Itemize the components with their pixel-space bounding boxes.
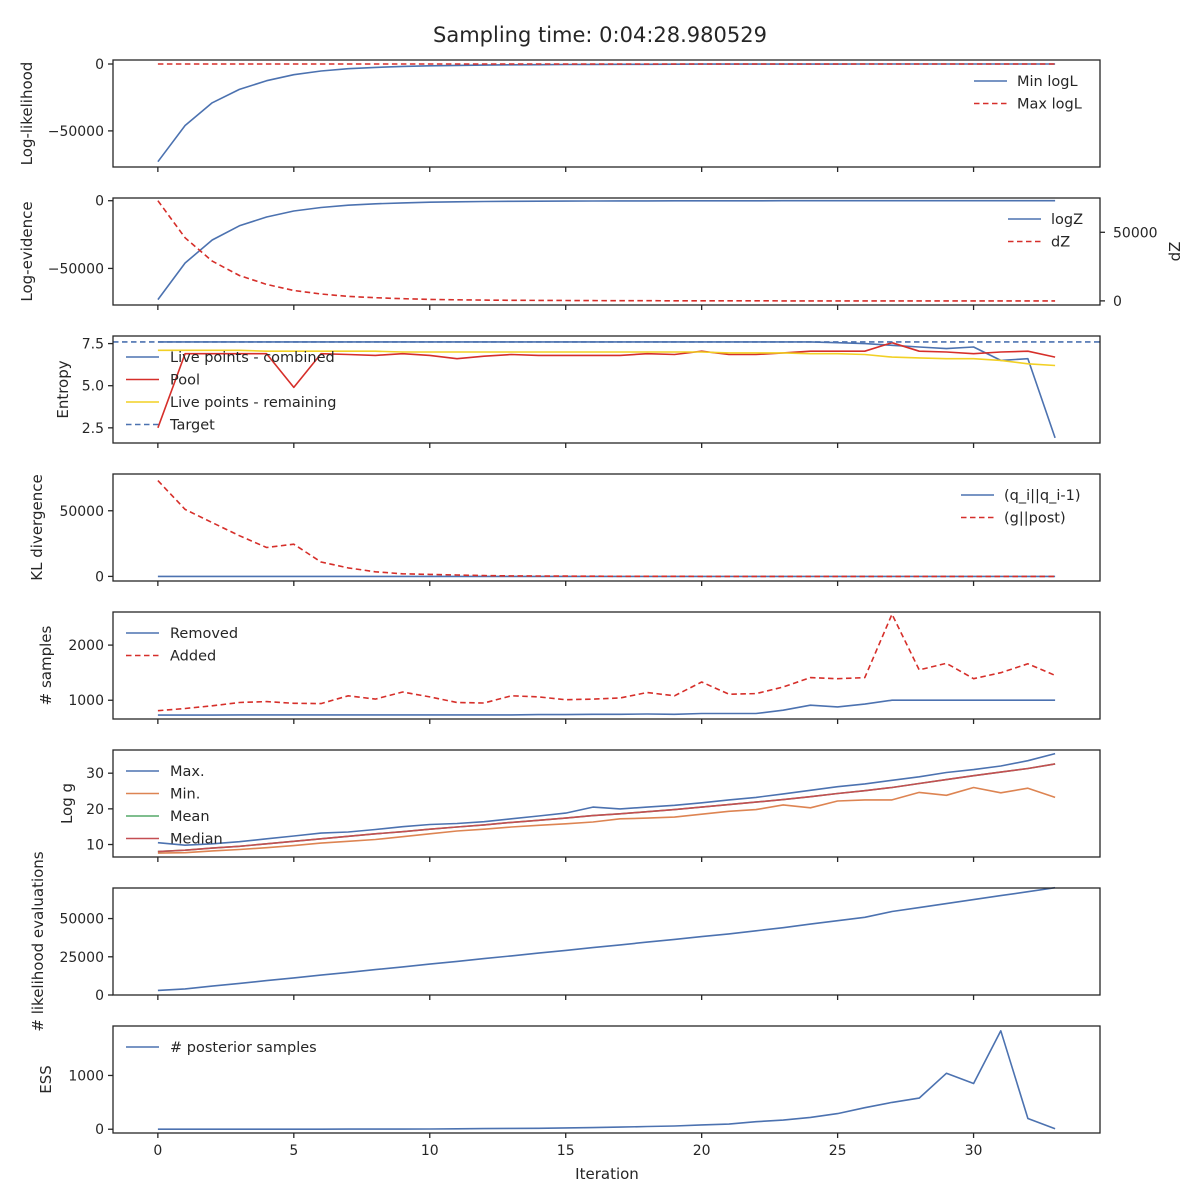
x-axis-label: Iteration	[575, 1165, 639, 1183]
legend-label: Min logL	[1017, 74, 1078, 90]
series-line	[157, 349, 1056, 367]
legend: logZ dZ	[1008, 212, 1083, 251]
series-line	[157, 763, 1056, 853]
y-tick-label: 5.0	[82, 379, 104, 395]
y-axis-label: ESS	[37, 1065, 55, 1094]
axes-frame	[112, 887, 1101, 996]
y-tick-label: 10	[86, 838, 104, 854]
y-tick-label: 2000	[68, 638, 104, 654]
panel-5: 2000 1000 # samples Removed Added	[37, 611, 1101, 724]
panel-7: 50000 25000 0 # likelihood evaluations	[29, 851, 1101, 1032]
y-axis-label: # likelihood evaluations	[29, 851, 47, 1031]
y-tick-label: 2.5	[82, 421, 104, 437]
legend-label: Max.	[170, 764, 205, 780]
y-axis-label: Log g	[58, 783, 76, 824]
legend-label: Pool	[170, 373, 200, 389]
x-tick-label: 30	[965, 1143, 983, 1159]
y-tick-label: 25000	[59, 950, 104, 966]
figure-title: Sampling time: 0:04:28.980529	[433, 23, 767, 47]
y-tick-label: 1000	[68, 1068, 104, 1084]
legend-label: Live points - remaining	[170, 395, 336, 411]
y-tick-label-right: 0	[1113, 294, 1122, 310]
legend-label: Min.	[170, 787, 200, 803]
axes-frame	[112, 749, 1101, 858]
axes-frame	[112, 473, 1101, 582]
legend-label: dZ	[1051, 235, 1070, 251]
y-axis-label: # samples	[37, 625, 55, 705]
series-line	[157, 1030, 1056, 1130]
series-line	[157, 613, 1056, 712]
y-axis-label: Log-likelihood	[18, 62, 36, 166]
panel-4: 50000 0 KL divergence (q_i||q_i-1) (g||post)	[28, 473, 1101, 586]
y-tick-label: 0	[95, 988, 104, 1004]
legend-label: Live points - combined	[170, 350, 335, 366]
y-axis-label-right: dZ	[1166, 242, 1184, 262]
y-tick-label: −50000	[48, 124, 104, 140]
y-tick-label: 30	[86, 766, 104, 782]
panel-2: 0 −50000 50000 0 dZ Log-evidence logZ dZ	[18, 194, 1184, 310]
y-tick-label-right: 50000	[1113, 225, 1158, 241]
legend: (q_i||q_i-1) (g||post)	[961, 488, 1081, 527]
axes-frame	[112, 611, 1101, 720]
legend-label: logZ	[1051, 212, 1083, 228]
y-tick-label: 7.5	[82, 337, 104, 353]
axes-frame	[112, 59, 1101, 168]
series-line	[157, 341, 1056, 429]
y-tick-label: 0	[95, 194, 104, 210]
series-line	[157, 786, 1056, 854]
series-line	[157, 63, 1056, 163]
x-tick-label: 10	[421, 1143, 439, 1159]
y-tick-label: −50000	[48, 261, 104, 277]
legend-label: Removed	[170, 626, 238, 642]
series-line	[157, 200, 1056, 302]
series-line	[157, 699, 1056, 716]
x-tick-label: 0	[153, 1143, 162, 1159]
axes-frame	[112, 197, 1101, 306]
y-axis-label: Entropy	[54, 360, 72, 418]
y-tick-label: 0	[95, 57, 104, 73]
axes-frame	[112, 335, 1101, 444]
legend-label: Mean	[170, 809, 210, 825]
series-line	[157, 752, 1056, 847]
series-line	[157, 199, 1056, 301]
axes-frame	[112, 1025, 1101, 1134]
y-tick-label: 20	[86, 802, 104, 818]
legend-label: Median	[170, 832, 223, 848]
legend-label: (q_i||q_i-1)	[1004, 488, 1081, 504]
y-tick-label: 50000	[59, 912, 104, 928]
legend-label: Target	[169, 418, 215, 434]
x-tick-label: 15	[557, 1143, 575, 1159]
legend: Removed Added	[126, 626, 238, 665]
legend: Max. Min. Mean Median	[126, 764, 223, 848]
y-tick-label: 0	[95, 569, 104, 585]
legend: Min logL Max logL	[974, 74, 1082, 113]
panel-3: 7.5 5.0 2.5 Entropy Live points - combined Po…	[54, 335, 1101, 448]
series-line	[157, 480, 1056, 578]
y-axis-label: Log-evidence	[18, 201, 36, 301]
panel-8: 1000 0 0 5 10 15 20 25 30 ESS # posterior samples	[37, 1025, 1101, 1159]
panels: 0 −50000 Log-likelihood Min logL Max logL 0 −5…	[18, 57, 1184, 1159]
x-tick-label: 5	[289, 1143, 298, 1159]
legend-label: # posterior samples	[170, 1040, 317, 1056]
legend-label: Added	[170, 649, 216, 665]
legend-label: Max logL	[1017, 97, 1082, 113]
y-axis-label: KL divergence	[28, 474, 46, 580]
x-tick-label: 20	[693, 1143, 711, 1159]
panel-1: 0 −50000 Log-likelihood Min logL Max logL	[18, 57, 1101, 172]
legend-label: (g||post)	[1004, 511, 1066, 527]
legend: Live points - combined Pool Live points - …	[126, 350, 336, 434]
y-tick-label: 50000	[59, 504, 104, 520]
x-tick-label: 25	[829, 1143, 847, 1159]
series-line	[157, 886, 1056, 992]
y-tick-label: 0	[95, 1122, 104, 1138]
panel-6: 30 20 10 Log g Max. Min. Mean Median	[58, 749, 1101, 862]
legend: # posterior samples	[126, 1040, 317, 1056]
y-tick-label: 1000	[68, 693, 104, 709]
